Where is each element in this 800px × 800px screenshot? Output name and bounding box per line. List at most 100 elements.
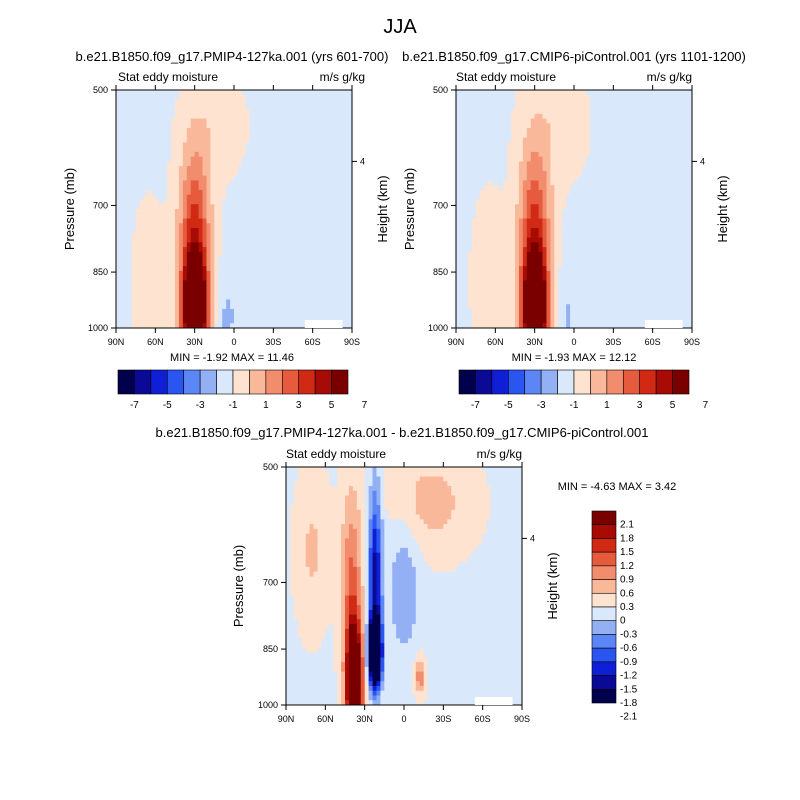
heatmap-cell bbox=[214, 323, 219, 329]
heatmap-cell bbox=[296, 213, 302, 219]
heatmap-cell bbox=[530, 180, 536, 186]
heatmap-cell bbox=[241, 285, 247, 291]
heatmap-cell bbox=[534, 218, 539, 224]
heatmap-cell bbox=[336, 194, 341, 200]
heatmap-cell bbox=[680, 118, 685, 124]
heatmap-cell bbox=[190, 247, 196, 253]
heatmap-cell bbox=[471, 189, 477, 196]
heatmap-cell bbox=[289, 223, 294, 229]
heatmap-cell bbox=[273, 156, 278, 162]
heatmap-cell bbox=[688, 223, 693, 229]
heatmap-cell bbox=[636, 132, 642, 138]
heatmap-cell bbox=[340, 151, 345, 158]
heatmap-cell bbox=[340, 123, 345, 129]
heatmap-cell bbox=[308, 137, 314, 143]
heatmap-cell bbox=[171, 323, 176, 329]
heatmap-cell bbox=[245, 304, 251, 310]
heatmap-cell bbox=[558, 213, 563, 219]
heatmap-cell bbox=[151, 147, 156, 153]
heatmap-cell bbox=[688, 99, 693, 105]
heatmap-cell bbox=[644, 132, 650, 138]
heatmap-cell bbox=[593, 104, 598, 110]
heatmap-cell bbox=[475, 189, 480, 196]
heatmap-cell bbox=[293, 280, 298, 286]
heatmap-cell bbox=[178, 118, 184, 124]
heatmap-cell bbox=[257, 132, 262, 138]
heatmap-cell bbox=[617, 189, 622, 196]
heatmap-cell bbox=[467, 228, 473, 234]
heatmap-cell bbox=[186, 313, 192, 319]
heatmap-cell bbox=[320, 261, 325, 267]
heatmap-cell bbox=[234, 104, 239, 110]
heatmap-cell bbox=[577, 213, 583, 219]
heatmap-cell bbox=[218, 304, 223, 310]
heatmap-cell bbox=[479, 166, 484, 172]
heatmap-cell bbox=[518, 223, 524, 229]
heatmap-cell bbox=[296, 280, 302, 286]
heatmap-cell bbox=[202, 147, 207, 153]
heatmap-cell bbox=[182, 275, 188, 281]
heatmap-cell bbox=[175, 123, 180, 129]
heatmap-cell bbox=[151, 113, 156, 119]
panel-2: b.e21.B1850.f09_g17.CMIP6-piControl.001 … bbox=[402, 49, 746, 411]
heatmap-cell bbox=[151, 318, 156, 324]
heatmap-cell bbox=[116, 142, 121, 148]
heatmap-cell bbox=[688, 194, 693, 200]
heatmap-cell bbox=[601, 185, 606, 191]
heatmap-cell bbox=[206, 304, 211, 310]
heatmap-cell bbox=[495, 142, 500, 148]
heatmap-cell bbox=[609, 180, 614, 186]
heatmap-cell bbox=[273, 213, 278, 219]
heatmap-cell bbox=[198, 161, 203, 167]
heatmap-cell bbox=[182, 189, 188, 196]
heatmap-cell bbox=[522, 223, 528, 229]
heatmap-cell bbox=[456, 142, 461, 148]
heatmap-cell bbox=[621, 185, 626, 191]
heatmap-cell bbox=[574, 132, 579, 138]
heatmap-cell bbox=[151, 251, 156, 257]
heatmap-cell bbox=[190, 151, 196, 158]
heatmap-cell bbox=[269, 304, 274, 310]
heatmap-cell bbox=[609, 142, 614, 148]
heatmap-cell bbox=[175, 228, 180, 234]
heatmap-cell bbox=[151, 109, 156, 115]
heatmap-cell bbox=[281, 209, 286, 215]
heatmap-cell bbox=[312, 151, 317, 158]
heatmap-cell bbox=[660, 185, 665, 191]
heatmap-cell bbox=[155, 113, 160, 119]
heatmap-cell bbox=[167, 275, 172, 281]
heatmap-cell bbox=[277, 242, 282, 248]
heatmap-cell bbox=[249, 109, 255, 115]
heatmap-cell bbox=[320, 285, 325, 291]
heatmap-cell bbox=[190, 137, 196, 143]
heatmap-cell bbox=[550, 218, 555, 224]
heatmap-cell bbox=[320, 204, 325, 210]
heatmap-cell bbox=[336, 118, 341, 124]
heatmap-cell bbox=[206, 218, 211, 224]
heatmap-cell bbox=[459, 113, 465, 119]
heatmap-cell bbox=[245, 280, 251, 286]
heatmap-cell bbox=[296, 175, 302, 181]
heatmap-cell bbox=[190, 113, 196, 119]
heatmap-cell bbox=[652, 161, 657, 167]
heatmap-cell bbox=[230, 204, 235, 210]
heatmap-cell bbox=[151, 199, 156, 205]
heatmap-cell bbox=[178, 109, 184, 115]
heatmap-cell bbox=[617, 161, 622, 167]
heatmap-cell bbox=[503, 185, 508, 191]
heatmap-cell bbox=[487, 185, 492, 191]
heatmap-cell bbox=[147, 237, 152, 243]
heatmap-cell bbox=[202, 166, 207, 172]
heatmap-cell bbox=[463, 132, 469, 138]
heatmap-cell bbox=[296, 189, 302, 196]
heatmap-cell bbox=[328, 204, 333, 210]
heatmap-cell bbox=[518, 194, 524, 200]
heatmap-cell bbox=[471, 132, 477, 138]
heatmap-cell bbox=[230, 194, 235, 200]
heatmap-cell bbox=[257, 142, 262, 148]
heatmap-cell bbox=[226, 204, 231, 210]
heatmap-cell bbox=[119, 242, 125, 248]
heatmap-cell bbox=[131, 204, 137, 210]
heatmap-cell bbox=[589, 137, 595, 143]
heatmap-cell bbox=[234, 251, 239, 257]
